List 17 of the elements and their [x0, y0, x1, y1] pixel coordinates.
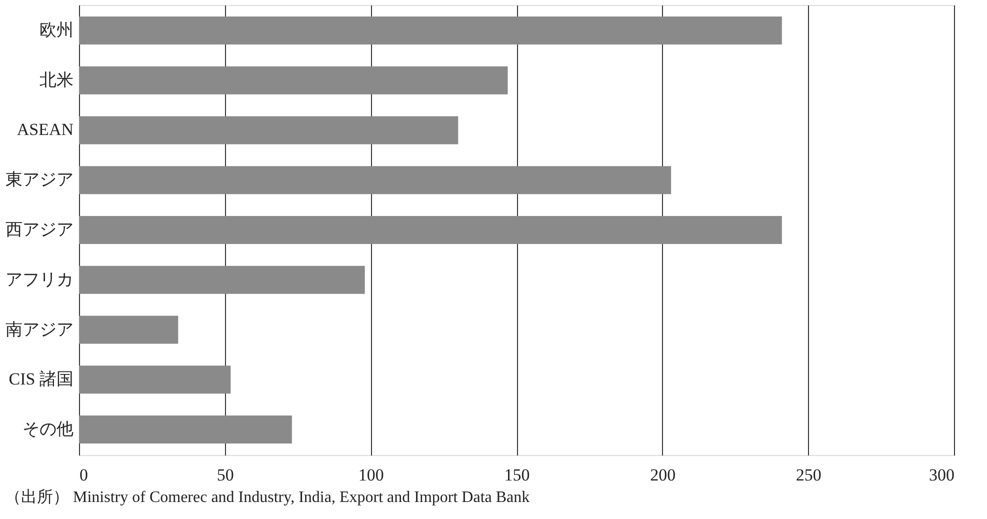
y-tick-label: 北米	[40, 70, 74, 90]
y-tick-label: 南アジア	[6, 320, 74, 339]
text: （出所） Ministry of Comerec and Industry, India, Export and Import Data Bank	[5, 488, 530, 506]
x-tick-label: 150	[504, 466, 530, 484]
x-tick-label: 100	[358, 466, 384, 484]
y-tick-label: 西アジア	[6, 220, 74, 239]
y-tick-label: アフリカ	[6, 270, 74, 289]
y-tick-label: 東アジア	[6, 170, 74, 190]
y-tick-label: ASEAN	[16, 120, 74, 140]
x-tick-label: 300	[929, 466, 954, 484]
x-tick-label: 200	[650, 466, 676, 484]
x-tick-label: 0	[80, 466, 88, 484]
y-tick-label: 欧州	[40, 20, 74, 40]
x-tick-label: 50	[216, 466, 234, 484]
x-tick-label: 250	[796, 466, 822, 484]
y-tick-label: その他	[22, 420, 74, 439]
y-tick-label: CIS 諸国	[8, 370, 74, 389]
